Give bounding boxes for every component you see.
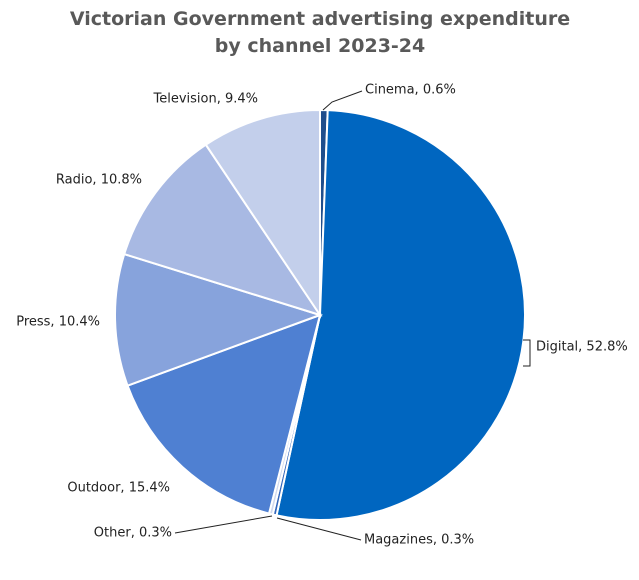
- leader-line: [174, 515, 273, 534]
- data-label: Outdoor, 15.4%: [67, 481, 170, 496]
- data-label: Digital, 52.8%: [536, 340, 628, 355]
- data-label: Cinema, 0.6%: [365, 83, 456, 98]
- pie-slice: [123, 143, 323, 317]
- data-label: Magazines, 0.3%: [364, 533, 474, 548]
- data-label: Television, 9.4%: [152, 92, 258, 107]
- pie-slice: [126, 313, 322, 515]
- data-label: Radio, 10.8%: [56, 173, 142, 188]
- data-label: Press, 10.4%: [16, 315, 100, 330]
- pie-slice: [275, 109, 526, 521]
- pie-slice: [204, 108, 321, 319]
- leader-line: [322, 90, 363, 111]
- leader-line: [523, 339, 531, 367]
- data-label: Other, 0.3%: [94, 526, 172, 541]
- leader-line: [276, 517, 362, 541]
- chart-title: Victorian Government advertising expendi…: [69, 8, 571, 57]
- pie-slice: [114, 252, 324, 387]
